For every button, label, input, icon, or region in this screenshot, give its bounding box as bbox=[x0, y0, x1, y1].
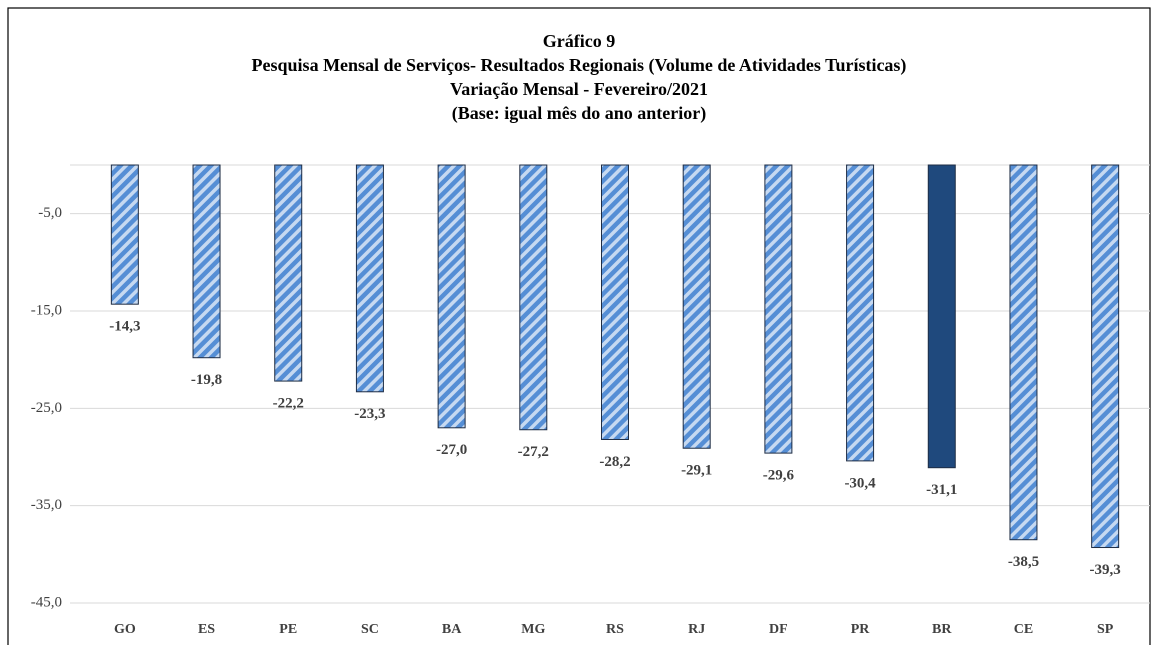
data-label: -27,0 bbox=[436, 442, 467, 458]
data-label: -38,5 bbox=[1008, 554, 1039, 570]
x-tick-label: BR bbox=[932, 622, 952, 637]
bar bbox=[601, 164, 629, 440]
chart-title: Gráfico 9 bbox=[543, 31, 615, 51]
chart-title: Pesquisa Mensal de Serviços- Resultados … bbox=[252, 55, 907, 76]
bar bbox=[437, 164, 466, 429]
bar bbox=[110, 164, 139, 305]
bar bbox=[846, 164, 875, 462]
x-tick-label: SC bbox=[361, 622, 379, 637]
data-label: -30,4 bbox=[844, 475, 876, 491]
x-tick-label: PE bbox=[279, 622, 297, 637]
x-tick-label: MG bbox=[521, 622, 545, 637]
x-tick-label: BA bbox=[442, 622, 462, 637]
chart-border bbox=[7, 7, 1151, 645]
chart-title: (Base: igual mês do ano anterior) bbox=[452, 103, 706, 124]
y-tick-label: -15,0 bbox=[31, 302, 62, 318]
x-tick-label: DF bbox=[769, 622, 788, 637]
data-label: -19,8 bbox=[191, 372, 222, 388]
y-tick-label: -25,0 bbox=[31, 400, 62, 416]
y-tick-label: -5,0 bbox=[38, 205, 62, 221]
bar bbox=[1009, 164, 1038, 541]
bar bbox=[927, 164, 956, 469]
data-label: -22,2 bbox=[273, 396, 304, 412]
x-tick-label: RJ bbox=[688, 622, 705, 637]
chart-title: Variação Mensal - Fevereiro/2021 bbox=[450, 79, 708, 99]
bar bbox=[519, 164, 548, 431]
bar bbox=[682, 164, 711, 449]
data-label: -39,3 bbox=[1090, 562, 1121, 578]
data-label: -14,3 bbox=[109, 319, 140, 335]
x-tick-label: RS bbox=[606, 622, 624, 637]
data-label: -31,1 bbox=[926, 482, 957, 498]
data-label: -29,1 bbox=[681, 463, 712, 479]
x-tick-label: ES bbox=[198, 622, 215, 637]
data-label: -28,2 bbox=[599, 454, 630, 470]
data-label: -27,2 bbox=[518, 444, 549, 460]
x-tick-label: PR bbox=[851, 622, 871, 637]
x-tick-label: SP bbox=[1097, 622, 1114, 637]
data-label: -23,3 bbox=[354, 406, 385, 422]
data-label: -29,6 bbox=[763, 468, 795, 484]
bar bbox=[764, 164, 793, 454]
bar bbox=[355, 164, 384, 393]
bar bbox=[192, 164, 221, 359]
y-tick-label: -45,0 bbox=[31, 594, 62, 610]
y-tick-label: -35,0 bbox=[31, 497, 62, 513]
x-tick-label: CE bbox=[1014, 622, 1033, 637]
bar bbox=[274, 164, 303, 382]
x-tick-label: GO bbox=[114, 622, 136, 637]
bar bbox=[1091, 164, 1120, 549]
